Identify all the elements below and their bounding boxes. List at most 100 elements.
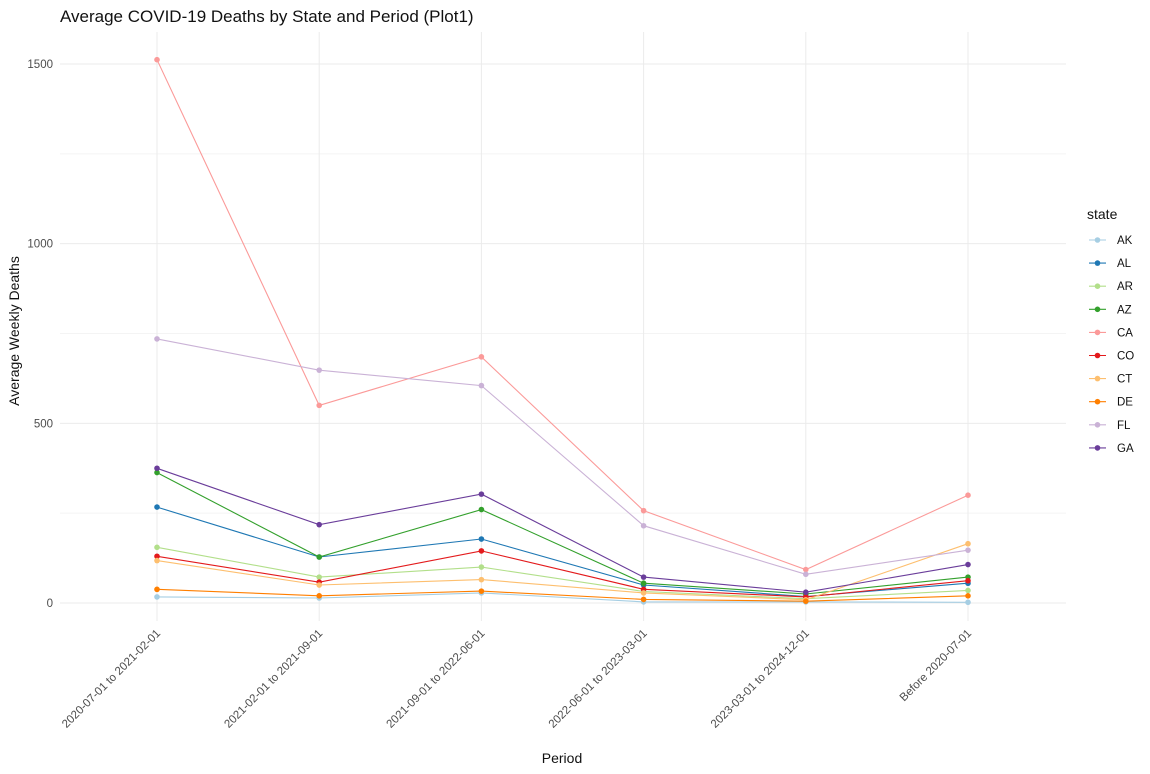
series-line-ar [156,546,969,600]
data-point-az [154,469,160,476]
data-point-de [803,598,809,605]
chart-title: Average COVID-19 Deaths by State and Per… [60,7,474,26]
series-ga [154,465,971,596]
data-point-de [154,586,160,593]
legend-key-point [1094,422,1101,428]
data-point-az [640,580,647,587]
data-point-fl [965,547,971,553]
y-tick-label: 1000 [27,239,53,251]
data-point-al [154,504,160,510]
data-point-fl [316,367,323,373]
data-point-ar [965,587,971,594]
data-point-ga [803,589,809,596]
series-line-az [156,472,969,595]
data-point-ar [154,544,160,551]
legend-key-point [1094,375,1101,382]
data-point-az [478,506,485,513]
y-tick-label: 1500 [27,59,53,71]
legend: state AK AL AR AZ CA CO CT DE FL GA [1087,206,1134,455]
series-de [154,586,971,605]
data-point-ca [316,402,323,409]
series-ca [154,56,971,573]
x-axis-title: Period [542,750,582,766]
data-point-fl [478,382,485,389]
data-point-ca [154,56,160,63]
series-line-fl [156,338,969,575]
series-az [154,469,971,597]
data-point-ar [316,574,323,580]
data-point-co [965,577,971,584]
legend-label: AL [1117,258,1132,270]
legend-label: AZ [1117,304,1132,316]
legend-key-point [1094,283,1101,290]
legend-key-point [1094,329,1101,336]
data-point-ct [965,540,971,547]
legend-key-point [1094,260,1101,266]
legend-label: FL [1117,420,1131,432]
data-point-ga [640,574,647,580]
legend-item-al: AL [1089,258,1132,270]
legend-label: DE [1117,397,1133,409]
legend-label: GA [1117,443,1134,455]
data-point-de [640,596,647,603]
series-line-de [156,588,969,602]
legend-item-ca: CA [1089,327,1133,339]
x-tick-label: 2021-02-01 to 2021-09-01 [222,628,325,731]
data-point-ak [965,599,971,606]
legend-label: CO [1117,351,1134,363]
legend-key-point [1094,306,1101,313]
data-point-ct [316,582,323,588]
data-point-ga [478,491,485,497]
y-tick-label: 0 [47,598,53,610]
series-line-ct [156,543,969,601]
y-axis: 0 500 1000 1500 [27,59,53,610]
legend-title: state [1087,206,1118,222]
series-fl [154,336,971,578]
series-line-co [156,550,969,598]
data-point-al [478,536,485,542]
y-axis-title: Average Weekly Deaths [6,256,22,406]
legend-label: CT [1117,374,1132,386]
legend-item-fl: FL [1089,420,1131,432]
legend-item-ga: GA [1089,443,1134,455]
x-tick-label: 2023-03-01 to 2024-12-01 [709,628,812,731]
legend-key-point [1094,445,1101,451]
legend-key-point [1094,398,1101,405]
data-point-fl [640,522,647,529]
data-point-de [316,593,323,599]
data-point-ar [478,564,485,570]
legend-item-ct: CT [1089,374,1132,386]
data-point-ca [965,492,971,499]
legend-label: AK [1117,235,1133,247]
legend-label: CA [1117,327,1133,339]
x-tick-label: 2020-07-01 to 2021-02-01 [60,628,163,731]
legend-item-ar: AR [1089,281,1133,293]
grid [60,32,1066,621]
data-point-de [965,593,971,599]
x-axis: 2020-07-01 to 2021-02-01 2021-02-01 to 20… [60,628,974,731]
legend-item-az: AZ [1089,304,1132,316]
x-tick-label: 2021-09-01 to 2022-06-01 [385,628,488,731]
legend-label: AR [1117,281,1133,293]
legend-item-de: DE [1089,397,1133,409]
data-point-co [154,553,160,560]
data-point-ct [478,576,485,583]
data-point-ak [154,594,160,600]
data-point-ca [640,507,647,514]
data-point-ct [154,557,160,564]
data-point-ca [478,354,485,360]
data-point-ca [803,566,809,573]
data-point-fl [154,336,160,342]
legend-item-co: CO [1089,351,1134,363]
data-point-co [478,548,485,554]
data-point-ct [640,590,647,596]
series-co [154,548,971,600]
series-layer [154,56,971,606]
legend-item-ak: AK [1089,235,1133,247]
data-point-ga [154,465,160,472]
x-tick-label: Before 2020-07-01 [898,628,974,704]
series-line-al [156,506,969,598]
series-line-ca [156,59,969,571]
data-point-az [316,554,323,560]
